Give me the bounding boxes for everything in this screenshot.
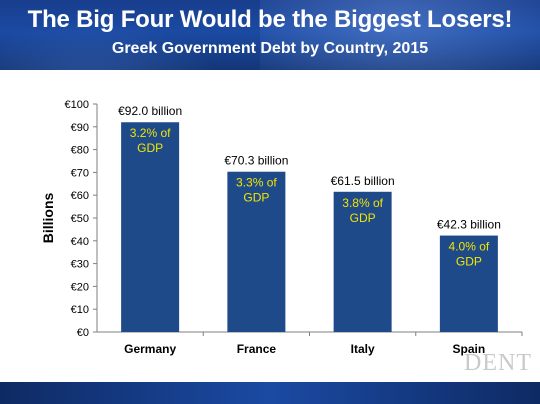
header-banner: The Big Four Would be the Biggest Losers… <box>0 0 540 70</box>
y-tick-label: €30 <box>71 259 89 271</box>
bar-gdp-label: 4.0% of <box>449 240 490 254</box>
y-tick-label: €60 <box>71 190 89 202</box>
y-tick-label: €100 <box>65 99 89 111</box>
chart-subtitle: Greek Government Debt by Country, 2015 <box>111 40 429 57</box>
chart-title: The Big Four Would be the Biggest Losers… <box>27 6 513 33</box>
bar-gdp-label: GDP <box>243 191 269 205</box>
y-tick-label: €20 <box>71 281 89 293</box>
bar-gdp-label: 3.8% of <box>342 196 383 210</box>
y-tick-label: €90 <box>71 122 89 134</box>
x-tick-label: France <box>237 342 277 356</box>
bar-italy <box>333 191 392 332</box>
dent-logo: DENT <box>464 350 532 376</box>
x-tick-label: Italy <box>351 342 375 356</box>
y-tick-label: €80 <box>71 145 89 157</box>
x-tick-label: Spain <box>453 342 486 356</box>
y-tick-label: €50 <box>71 213 89 225</box>
y-tick-label: €40 <box>71 236 89 248</box>
bar-value-label: €70.3 billion <box>224 154 288 168</box>
y-tick-label: €70 <box>71 167 89 179</box>
x-tick-label: Germany <box>124 342 176 356</box>
y-tick-label: €10 <box>71 304 89 316</box>
bar-gdp-label: 3.3% of <box>236 176 277 190</box>
bar-gdp-label: GDP <box>137 141 163 155</box>
y-axis-title: Billions <box>40 193 56 244</box>
bar-value-label: €61.5 billion <box>331 174 395 188</box>
y-tick-label: €0 <box>77 327 89 339</box>
bar-france <box>227 171 286 332</box>
bar-spain <box>439 235 498 332</box>
bar-value-label: €92.0 billion <box>118 104 182 118</box>
bar-value-label: €42.3 billion <box>437 218 501 232</box>
footer-bar <box>0 382 540 404</box>
bar-gdp-label: GDP <box>350 211 376 225</box>
bar-gdp-label: 3.2% of <box>130 126 171 140</box>
bar-germany <box>121 122 180 333</box>
bar-gdp-label: GDP <box>456 255 482 269</box>
